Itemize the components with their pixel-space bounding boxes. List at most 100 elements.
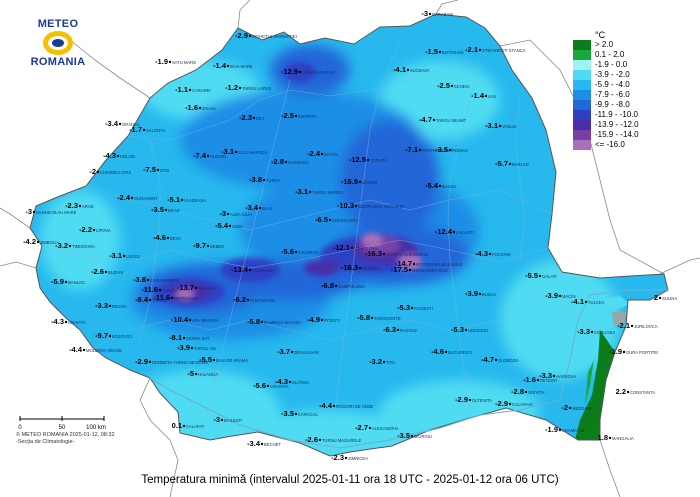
legend-swatch [573,80,591,90]
station-value: -2.9 [135,357,148,366]
station-dot [328,218,332,222]
station-value: -4.3 [475,249,488,258]
station-value: 2.2 [616,387,626,396]
station-name: RAMNICU VALCEA [264,320,301,325]
station-value: 1.8 [598,433,608,442]
station-name: RAZVAD [400,328,417,333]
legend-item: 0.1 - 2.0 [573,50,693,60]
station-name: BUCURESTI [448,350,472,355]
station-dot [290,350,294,354]
station-dot [494,358,498,362]
station-name: GURA PORTITEI [626,350,658,355]
station-name: ROSIORI DE VEDE [336,404,373,409]
station-value: -5.4 [425,181,439,190]
legend-item: -9.9 - -8.0 [573,100,693,110]
station-name: SEBES [210,244,224,249]
station-value: -4.4 [319,401,333,410]
station-value: -2.2 [79,225,92,234]
station-name: SLOBOZIA [498,358,519,363]
station-name: TARGU NEAMT [436,118,467,123]
station-name: VLADEASA [184,198,206,203]
station-marker: -5 HALANGA [187,369,218,378]
station-value: -5.9 [51,277,64,286]
station-name: SIGHISOARA [332,218,358,223]
station-dot [170,296,174,300]
station-dot [182,336,186,340]
station-value: -3.4 [247,439,261,448]
station-marker: -6.2 POLOVRAGI [233,295,275,304]
station-marker: -3.9 BUZAU [465,289,496,298]
station-marker: -3.4 ORADEA [105,119,140,128]
station-name: CARACAL [298,412,318,417]
station-dot [444,350,448,354]
station-dot [344,456,348,460]
station-dot [284,160,288,164]
scale-tick-1: 50 [59,425,66,431]
station-name: TARCU [152,298,166,303]
station-marker: 0.1 CALAFAT [172,421,205,430]
station-value: -6.2 [233,295,246,304]
station-marker: -1.1 CARAREI [175,85,211,94]
station-name: BARLAD [512,162,529,167]
station-marker: -16.3 SFANTU GHEORGHE [365,249,428,258]
station-name: TITU [386,360,395,365]
legend-label: -13.9 - -12.0 [595,120,639,129]
legend-swatch [573,50,591,60]
station-dot [410,434,414,438]
station-marker: -3.5 CARACAL [281,409,318,418]
station-name: BANLOC [68,280,85,285]
legend-swatch [573,40,591,50]
romania-border [29,13,669,457]
station-dot [334,284,338,288]
station-name: CERNA SAT [186,336,210,341]
station-dot [248,268,252,272]
station-dot [608,436,612,440]
station-dot [198,106,202,110]
station-value: -4.7 [419,115,432,124]
station-dot [78,204,82,208]
station-name: SLATINA [292,380,309,385]
station-dot [382,360,386,364]
station-value: -5.5 [525,271,538,280]
station-marker: -2.5 SCHEIA [437,81,470,90]
station-dot [354,204,358,208]
station-value: -3.3 [95,301,108,310]
logo-symbol-icon [43,31,73,55]
county-borders [41,39,601,457]
station-name: CHISINEU CRIS [100,170,131,175]
legend-swatch [573,110,591,120]
legend-item: -11.9 - -10.0 [573,110,693,120]
station-dot [266,384,270,388]
station-name: CALAFAT [186,424,205,429]
station-dot [630,324,634,328]
station-value: -4.3 [275,377,288,386]
station-value: -2.4 [117,193,131,202]
station-name: BLAJ [262,206,272,211]
station-value: -3.1 [295,187,308,196]
station-value: -4.1 [571,297,584,306]
station-value: -13.4 [231,265,249,274]
station-name: LIPOVA [96,228,111,233]
station-marker: -12.1 VARFU OMU [333,243,379,252]
station-value: -7.4 [193,151,207,160]
station-value: -1.9 [609,347,622,356]
station-name: BISTRITA [298,114,317,119]
station-name: SATU MARE [172,60,196,65]
station-name: OLTENITA [472,398,492,403]
legend-label: -3.9 - -2.0 [595,70,630,79]
station-marker: -3.1 LUGOJ [109,251,140,260]
legend-label: <= -16.0 [595,140,625,149]
station-marker: -4.4 ROSIORI DE VEDE [319,401,373,410]
station-dot [508,162,512,166]
station-name: CARANSEBES [150,278,179,283]
station-name: BECHET [264,442,281,447]
station-name: CARAREI [192,88,211,93]
station-name: SIBIU [232,224,243,229]
station-dot [558,428,562,432]
station-dot [368,426,372,430]
station-value: -2.8 [511,387,524,396]
station-marker: -3.1 VASLUI [485,121,517,130]
station-value: -2.9 [455,395,468,404]
station-marker: -1.9 ADAMCLISI [545,425,585,434]
station-name: ZIMNICEA [348,456,368,461]
